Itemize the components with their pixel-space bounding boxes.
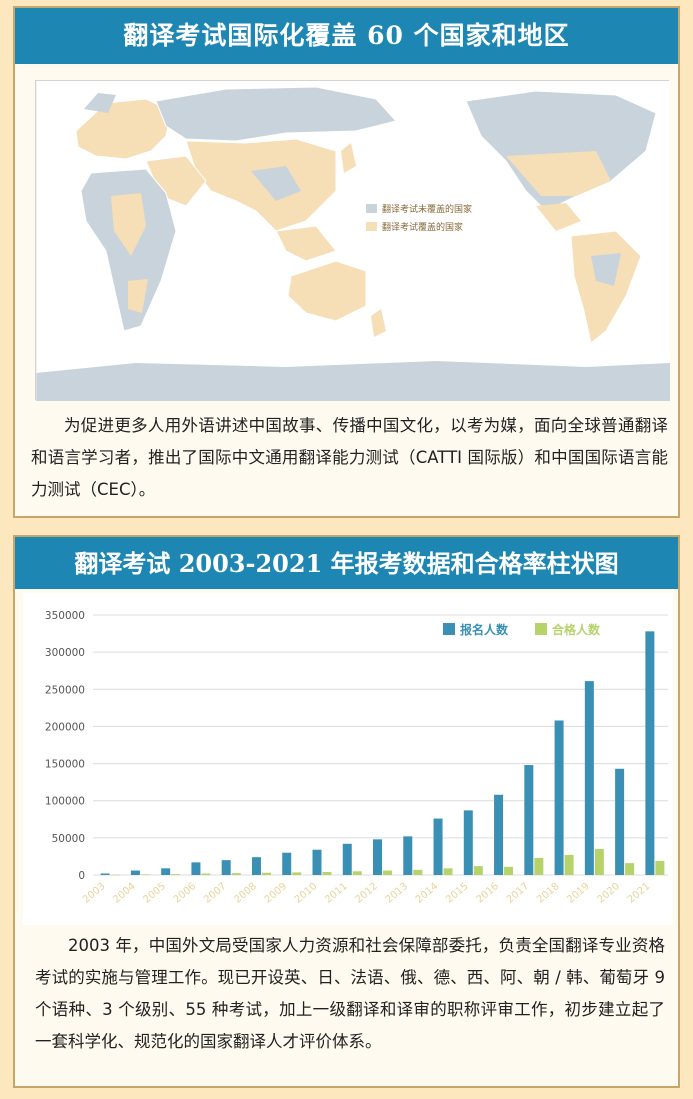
bar-passed [564, 854, 574, 875]
bar-registered [463, 810, 473, 875]
x-tick-label: 2004 [111, 881, 138, 906]
legend-label-passed: 合格人数 [552, 622, 601, 637]
bar-registered [494, 794, 504, 875]
y-tick-label: 50000 [52, 833, 85, 845]
bar-registered [524, 765, 534, 875]
bar-registered [221, 860, 231, 875]
bar-registered [100, 873, 110, 875]
y-tick-label: 0 [78, 870, 85, 882]
bar-registered [312, 849, 322, 875]
bar-passed [140, 874, 150, 875]
x-tick-label: 2003 [81, 881, 108, 906]
coverage-panel: 翻译考试国际化覆盖 60 个国家和地区 [13, 6, 680, 518]
x-tick-label: 2014 [414, 881, 441, 906]
y-tick-label: 350000 [45, 610, 85, 622]
bar-passed [231, 873, 241, 875]
history-paragraph-text: 2003 年，中国外文局受国家人力资源和社会保障部委托，负责全国翻译专业资格考试… [35, 936, 665, 1051]
x-tick-label: 2005 [142, 881, 169, 906]
bar-passed [261, 872, 271, 875]
legend-item-uncovered: 翻译考试未覆盖的国家 [366, 199, 472, 217]
y-tick-label: 150000 [45, 759, 85, 771]
coverage-paragraph-text: 为促进更多人用外语讲述中国故事、传播中国文化，以考为媒，面向全球普通翻译和语言学… [31, 416, 668, 499]
x-tick-label: 2008 [232, 881, 259, 906]
bar-registered [645, 631, 655, 875]
legend-item-covered: 翻译考试覆盖的国家 [366, 217, 472, 235]
bar-passed [594, 849, 604, 875]
bar-passed [201, 873, 211, 875]
bar-registered [161, 868, 171, 875]
legend-label-registered: 报名人数 [460, 622, 509, 637]
bar-registered [403, 836, 413, 875]
x-tick-label: 2006 [172, 881, 199, 906]
chart-title: 翻译考试 2003-2021 年报考数据和合格率柱状图 [15, 537, 678, 589]
x-tick-label: 2019 [565, 881, 592, 906]
map-legend: 翻译考试未覆盖的国家 翻译考试覆盖的国家 [366, 199, 472, 235]
legend-swatch-passed [535, 623, 547, 635]
bar-passed [443, 868, 453, 875]
bar-chart-svg: 0 50000 100000 150000 200000 250000 300000 3500… [45, 610, 668, 906]
x-tick-label: 2018 [535, 881, 562, 906]
x-tick-label: 2012 [353, 881, 380, 906]
y-tick-label: 300000 [45, 647, 85, 659]
bar-registered [433, 818, 443, 875]
bar-passed [383, 870, 393, 875]
x-tick-label: 2009 [263, 881, 290, 906]
legend-label-uncovered: 翻译考试未覆盖的国家 [382, 204, 473, 215]
x-tick-label: 2011 [323, 881, 350, 906]
bar-registered [251, 857, 261, 875]
x-tick-label: 2013 [384, 881, 411, 906]
bar-passed [655, 860, 665, 875]
legend-label-covered: 翻译考试覆盖的国家 [382, 222, 464, 233]
y-tick-label: 100000 [45, 796, 85, 808]
bar-registered [554, 720, 564, 875]
bar-passed [292, 872, 302, 875]
bar-passed [110, 874, 120, 876]
bar-registered [130, 870, 140, 875]
world-map-graphic [36, 81, 670, 401]
bar-passed [413, 869, 423, 875]
x-tick-label: 2010 [293, 881, 320, 906]
history-paragraph: 2003 年，中国外文局受国家人力资源和社会保障部委托，负责全国翻译专业资格考试… [35, 930, 665, 1058]
x-tick-label: 2016 [474, 881, 501, 906]
bar-passed [534, 857, 544, 875]
bar-passed [322, 872, 332, 875]
coverage-paragraph: 为促进更多人用外语讲述中国故事、传播中国文化，以考为媒，面向全球普通翻译和语言学… [31, 410, 668, 506]
statistics-panel: 翻译考试 2003-2021 年报考数据和合格率柱状图 0 50000 100000… [13, 535, 680, 1088]
world-map: 翻译考试未覆盖的国家 翻译考试覆盖的国家 [35, 80, 670, 401]
bar-registered [615, 768, 625, 875]
bar-registered [342, 843, 352, 875]
bar-registered [584, 681, 594, 875]
bar-passed [504, 866, 514, 875]
x-tick-label: 2017 [505, 881, 532, 906]
bar-passed [171, 874, 181, 875]
y-tick-label: 250000 [45, 684, 85, 696]
bar-registered [191, 862, 201, 875]
coverage-title: 翻译考试国际化覆盖 60 个国家和地区 [15, 8, 678, 64]
bar-registered [282, 852, 292, 875]
legend-swatch-registered [443, 623, 455, 635]
x-tick-label: 2015 [444, 881, 471, 906]
bar-registered [373, 839, 383, 875]
y-tick-label: 200000 [45, 721, 85, 733]
bar-passed [625, 863, 635, 875]
x-tick-label: 2007 [202, 881, 229, 906]
bar-chart: 0 50000 100000 150000 200000 250000 300000 3500… [23, 593, 673, 925]
legend-swatch-covered [366, 221, 377, 231]
bar-passed [352, 871, 362, 875]
x-tick-label: 2021 [626, 881, 653, 906]
legend-swatch-uncovered [366, 203, 377, 213]
x-tick-label: 2020 [595, 881, 622, 906]
bar-passed [473, 866, 483, 875]
